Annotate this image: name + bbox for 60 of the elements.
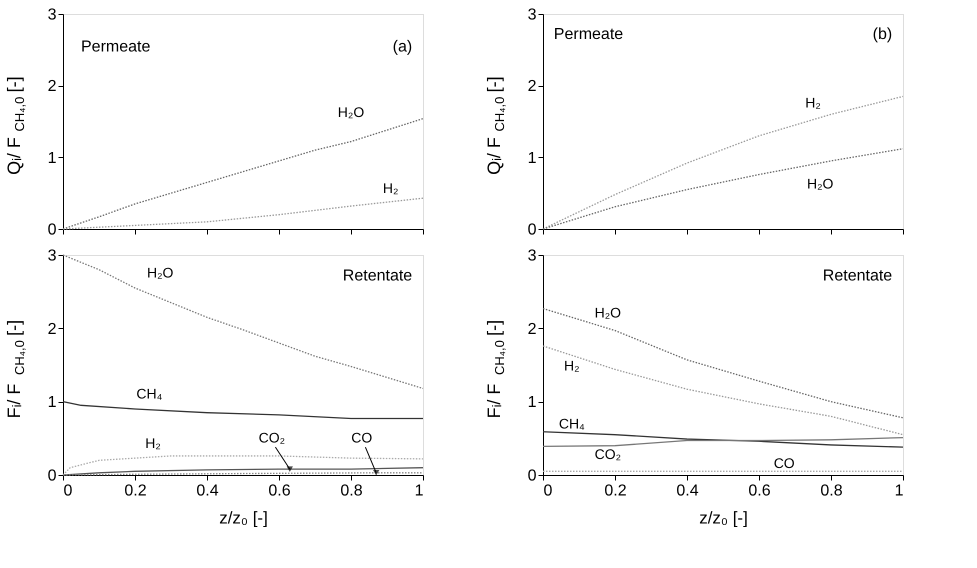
x-tick-label: 0.4 [196,482,219,500]
x-tick-label: 0.8 [820,482,843,500]
line-series [542,431,904,448]
x-tick-label: 0.6 [268,482,291,500]
y-tick-label: 2 [48,78,57,96]
y-tick-label: 0 [528,468,537,484]
y-tick-label: 1 [48,150,57,167]
series-label: CH₄ [136,385,163,402]
x-tick-label: 0.2 [604,482,627,500]
series-label: H₂ [564,357,580,374]
series-label: H₂O [146,264,174,280]
line-series [542,436,904,448]
y-axis-title: Qᵢ/ FCH₄,0 [-] [4,76,27,175]
y-tick-label: 2 [48,320,57,338]
y-axis-title: Fᵢ/ FCH₄,0 [-] [484,320,507,418]
x-tick-label: 0 [544,482,552,500]
y-tick-label: 3 [48,6,57,24]
line-series [542,308,904,418]
series-label: H₂ [145,435,161,452]
series-label: H₂O [338,104,364,120]
y-tick-label: 3 [528,6,537,24]
series-label: CH₄ [558,415,586,432]
y-tick-label: 3 [528,248,537,264]
y-tick-label: 3 [48,248,57,264]
line-series [542,345,904,436]
x-tick-label: 0.4 [676,482,699,500]
series-label: CO [351,429,372,446]
x-axis-title: z/z₀ [-] [219,508,268,528]
series-label: CO [774,455,795,471]
line-series [62,401,424,420]
x-tick-label: 1 [414,482,424,500]
y-tick-label: 2 [528,78,537,96]
annotation: Permeate [81,38,150,56]
y-tick-label: 2 [528,320,537,338]
y-axis-title: Fᵢ/ FCH₄,0 [-] [4,320,27,418]
x-tick-label: 0 [64,482,72,500]
annotation: Retentate [822,268,892,285]
y-tick-label: 1 [48,394,57,412]
y-tick-label: 0 [48,222,57,238]
series-label: H₂ [805,94,821,111]
x-tick-label: 0.6 [748,482,771,500]
series-label: H₂ [382,180,398,196]
x-tick-label: 0.8 [340,482,363,500]
series-label: H₂O [594,304,622,321]
annotation: Retentate [342,268,412,285]
series-label: CO₂ [594,446,622,462]
y-tick-label: 0 [528,222,537,238]
x-axis-title: z/z₀ [-] [699,508,748,528]
series-label: H₂O [806,176,834,192]
annotation: (b) [872,26,892,44]
y-axis-title: Qᵢ/ FCH₄,0 [-] [484,76,507,175]
y-tick-label: 1 [528,394,537,412]
y-tick-label: 0 [48,468,57,484]
x-tick-label: 0.2 [124,482,147,500]
line-series [62,254,424,390]
annotation: Permeate [554,26,624,44]
annotation: (a) [392,38,412,56]
y-tick-label: 1 [528,150,537,167]
series-label: CO₂ [258,429,286,446]
x-tick-label: 1 [894,482,904,500]
